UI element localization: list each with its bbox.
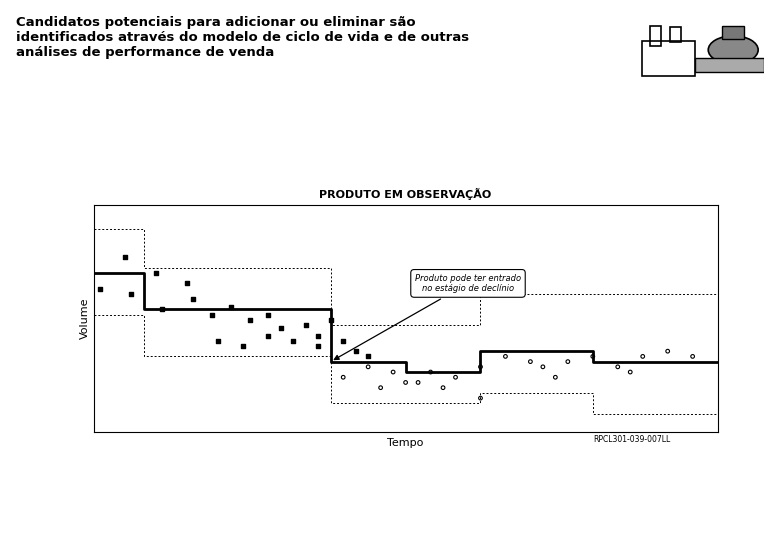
- Point: [150, 269, 162, 278]
- Text: Candidatos potenciais para adicionar ou eliminar são
identificados através do mo: Candidatos potenciais para adicionar ou …: [16, 16, 469, 59]
- Point: [686, 352, 699, 361]
- Point: [156, 305, 168, 314]
- Point: [125, 289, 137, 298]
- Point: [661, 347, 674, 355]
- Point: [449, 373, 462, 382]
- Text: RPCL301-039-007LL: RPCL301-039-007LL: [594, 435, 671, 444]
- Point: [287, 336, 300, 345]
- Point: [549, 373, 562, 382]
- Text: Gestao de Produtos: Gestao de Produtos: [12, 509, 100, 518]
- Circle shape: [708, 36, 758, 64]
- Point: [225, 302, 237, 311]
- Bar: [722, 26, 744, 39]
- Point: [312, 342, 324, 350]
- Point: [243, 315, 256, 324]
- Point: [537, 362, 549, 371]
- Title: PRODUTO EM OBSERVAÇÃO: PRODUTO EM OBSERVAÇÃO: [320, 188, 491, 200]
- Bar: [642, 41, 694, 76]
- Point: [324, 315, 337, 324]
- Point: [437, 383, 449, 392]
- Y-axis label: Volume: Volume: [80, 298, 90, 339]
- Point: [262, 331, 275, 340]
- Bar: [669, 26, 681, 42]
- Point: [187, 295, 200, 303]
- Point: [624, 368, 636, 376]
- Point: [362, 352, 374, 361]
- Point: [212, 336, 225, 345]
- Point: [337, 336, 349, 345]
- Point: [181, 279, 193, 288]
- Point: [262, 310, 275, 319]
- Point: [349, 347, 362, 355]
- Point: [94, 284, 106, 293]
- Bar: [694, 58, 764, 72]
- Bar: [650, 26, 661, 46]
- Point: [499, 352, 512, 361]
- Point: [275, 323, 287, 332]
- Point: [399, 378, 412, 387]
- Point: [636, 352, 649, 361]
- X-axis label: Tempo: Tempo: [388, 437, 424, 448]
- Point: [387, 368, 399, 376]
- Point: [362, 362, 374, 371]
- Text: Produto pode ter entrado
no estágio de declínio: Produto pode ter entrado no estágio de d…: [335, 274, 521, 360]
- Text: Booz | Allen | Hamilton: Booz | Allen | Hamilton: [587, 505, 760, 521]
- Point: [474, 394, 487, 402]
- Text: 41: 41: [758, 527, 768, 536]
- Point: [206, 310, 218, 319]
- Point: [562, 357, 574, 366]
- Point: [300, 321, 312, 329]
- Point: [337, 373, 349, 382]
- Point: [524, 357, 537, 366]
- Point: [412, 378, 424, 387]
- Point: [119, 253, 131, 262]
- Point: [237, 342, 250, 350]
- Point: [374, 383, 387, 392]
- Point: [312, 331, 324, 340]
- Point: [424, 368, 437, 376]
- Point: [612, 362, 624, 371]
- Point: [474, 362, 487, 371]
- Point: [587, 352, 599, 361]
